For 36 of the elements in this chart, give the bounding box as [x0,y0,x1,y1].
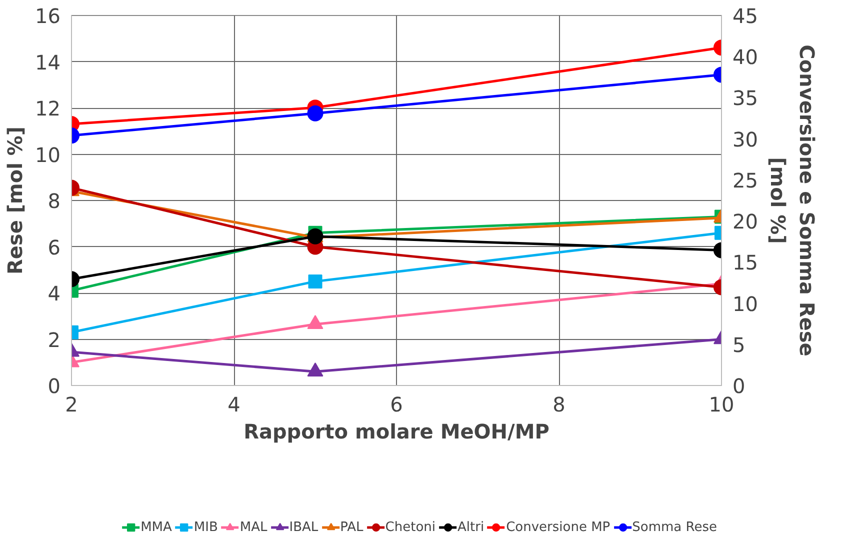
y-tick-label: 16 [35,4,61,28]
y2-tick-label: 35 [732,86,758,110]
legend-label: MAL [240,520,268,534]
y-tick-label: 8 [48,189,61,213]
x-tick-label: 4 [228,392,240,416]
x-tick-label: 8 [552,392,566,416]
y2-tick-label: 25 [732,168,758,192]
legend-label: Somma Rese [632,520,717,534]
legend-label: IBAL [289,520,318,534]
legend-label: PAL [340,520,364,534]
y-tick-label: 0 [48,374,61,398]
y2-tick-label: 45 [732,4,758,28]
y-axis-title: Rese [mol %] [3,126,28,275]
x-tick-label: 2 [65,392,78,416]
y-tick-label: 2 [48,328,61,352]
y-tick-label: 14 [35,50,61,74]
y-tick-label: 6 [48,235,61,260]
y-tick-label: 10 [35,142,61,167]
y2-tick-label: 40 [732,45,758,70]
x-axis-title: Rapporto molare MeOH/MP [244,420,550,444]
y2-tick-label: 0 [732,374,746,398]
legend-label: Conversione MP [506,520,610,534]
y2-tick-label: 10 [732,292,758,316]
y2-axis-title: Conversione e Somma Rese [mol %] [766,44,819,356]
x-tick-label: 10 [708,392,734,416]
y2-tick-label: 5 [732,332,746,357]
x-tick-label: 6 [390,392,403,416]
legend-label: Chetoni [385,520,436,534]
y-tick-label: 4 [48,282,61,306]
y2-tick-label: 30 [732,127,758,152]
y-tick-label: 12 [35,96,61,120]
y2-tick-label: 20 [732,210,758,234]
legend-label: MIB [194,520,218,534]
legend-label: MMA [140,520,172,534]
y2-tick-label: 15 [732,250,758,275]
legend-label: Altri [458,520,484,534]
